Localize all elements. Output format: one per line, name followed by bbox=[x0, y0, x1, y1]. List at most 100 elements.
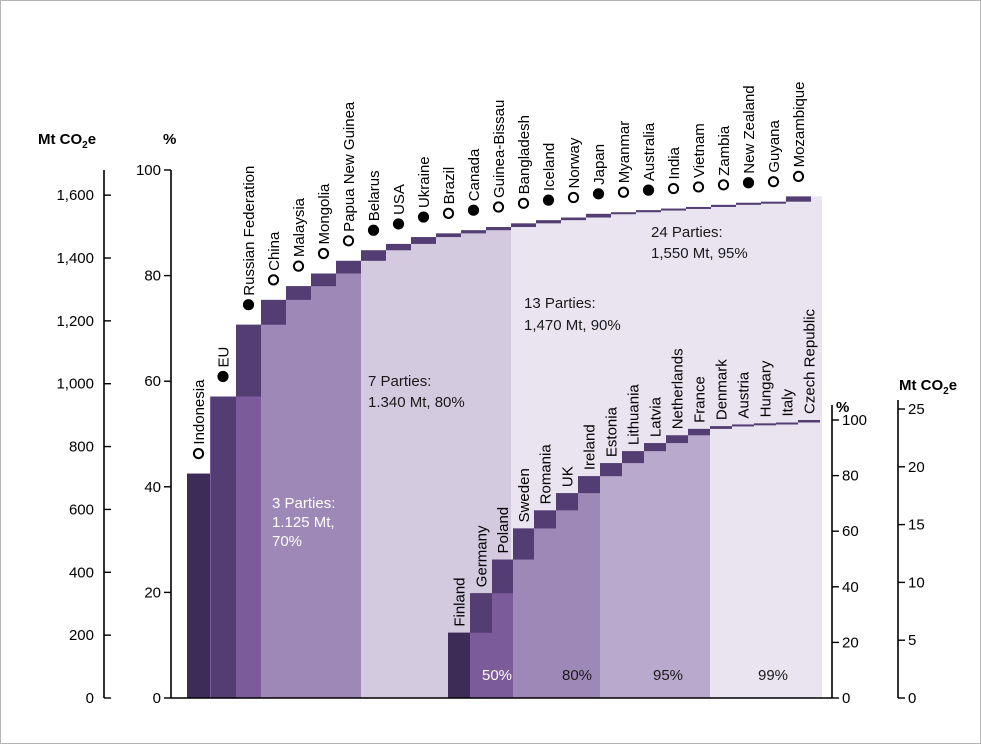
group-label-80-percent: 80% bbox=[562, 667, 592, 684]
left-percent-tick-label: 60 bbox=[144, 373, 161, 390]
label-russian-federation: Russian Federation bbox=[241, 166, 258, 296]
label-brazil: Brazil bbox=[441, 167, 458, 205]
marker-zambia bbox=[717, 179, 730, 191]
marker-india bbox=[667, 182, 680, 195]
marker-australia bbox=[642, 184, 655, 196]
right-mt-tick-label: 20 bbox=[908, 459, 925, 476]
marker-russian-federation bbox=[242, 299, 255, 311]
marker-papua-new-guinea bbox=[342, 235, 355, 247]
bar-brazil bbox=[436, 233, 461, 238]
label-denmark: Denmark bbox=[714, 359, 731, 420]
label-china: China bbox=[266, 231, 283, 271]
bar-papua-new-guinea bbox=[336, 260, 361, 274]
bar-ukraine bbox=[411, 237, 436, 244]
bar-hungary bbox=[754, 423, 776, 426]
bar-netherlands bbox=[666, 435, 688, 444]
left-percent-tick-label: 0 bbox=[153, 690, 161, 707]
right-mt-axis-title: Mt CO2e bbox=[899, 377, 957, 397]
bar-vietnam bbox=[686, 206, 711, 209]
bar-iceland bbox=[536, 220, 561, 224]
right-mt-tick-label: 15 bbox=[908, 517, 925, 534]
bar-estonia bbox=[600, 463, 622, 477]
marker-eu bbox=[217, 370, 229, 383]
right-percent-tick-label: 80 bbox=[842, 468, 859, 485]
right-percent-tick-label: 40 bbox=[842, 579, 859, 596]
label-latvia: Latvia bbox=[648, 396, 665, 437]
label-czech-republic: Czech Republic bbox=[802, 308, 819, 414]
label-new-zealand: New Zealand bbox=[741, 85, 758, 173]
label-hungary: Hungary bbox=[758, 360, 775, 417]
label-bangladesh: Bangladesh bbox=[516, 115, 533, 194]
label-australia: Australia bbox=[641, 122, 658, 181]
bar-eu bbox=[211, 396, 236, 698]
left-mt-tick-label: 200 bbox=[69, 627, 94, 644]
bar-bangladesh bbox=[511, 223, 536, 228]
label-guinea-bissau: Guinea-Bissau bbox=[491, 100, 508, 198]
label-canada: Canada bbox=[466, 148, 483, 201]
left-mt-tick-label: 1,600 bbox=[56, 187, 94, 204]
bar-uk bbox=[556, 493, 578, 511]
bar-italy bbox=[776, 422, 798, 425]
label-netherlands: Netherlands bbox=[670, 348, 687, 429]
group-label-50-percent: 50% bbox=[482, 667, 512, 684]
bar-france bbox=[688, 428, 710, 436]
marker-canada bbox=[467, 204, 480, 216]
bar-austria bbox=[732, 424, 754, 427]
bar-poland bbox=[492, 559, 513, 594]
marker-japan bbox=[592, 188, 605, 200]
label-lithuania: Lithuania bbox=[626, 384, 643, 446]
axes: 02004006008001,0001,2001,4001,6000204060… bbox=[56, 162, 924, 707]
bar-india bbox=[661, 208, 686, 211]
label-germany: Germany bbox=[474, 525, 491, 587]
label-eu: EU bbox=[216, 347, 233, 368]
right-mt-tick-label: 25 bbox=[908, 401, 925, 418]
marker-china bbox=[267, 274, 280, 286]
label-usa: USA bbox=[391, 184, 408, 215]
label-papua-new-guinea: Papua New Guinea bbox=[341, 101, 358, 232]
marker-guinea-bissau bbox=[492, 201, 505, 213]
marker-ukraine bbox=[417, 211, 430, 223]
bar-usa bbox=[386, 243, 411, 251]
group-label-3-parties: 3 Parties: 1.125 Mt, 70% bbox=[272, 495, 340, 550]
label-malaysia: Malaysia bbox=[291, 197, 308, 257]
marker-new-zealand bbox=[742, 177, 755, 189]
bar-japan bbox=[586, 213, 611, 218]
bar-denmark bbox=[710, 426, 732, 429]
label-norway: Norway bbox=[566, 137, 583, 188]
label-india: India bbox=[666, 146, 683, 179]
bar-sweden bbox=[513, 528, 534, 560]
left-mt-tick-label: 0 bbox=[86, 690, 94, 707]
label-japan: Japan bbox=[591, 144, 608, 185]
bar-canada bbox=[461, 230, 486, 234]
bar-russian-federation bbox=[236, 324, 261, 397]
label-mongolia: Mongolia bbox=[316, 183, 333, 245]
left-mt-tick-label: 400 bbox=[69, 564, 94, 581]
right-mt-tick-label: 5 bbox=[908, 632, 916, 649]
right-percent-tick-label: 60 bbox=[842, 523, 859, 540]
bar-belarus bbox=[361, 250, 386, 261]
group-label-99-percent: 99% bbox=[758, 667, 788, 684]
label-myanmar: Myanmar bbox=[616, 121, 633, 184]
marker-indonesia bbox=[192, 448, 205, 460]
bar-ireland bbox=[578, 476, 600, 494]
marker-myanmar bbox=[617, 186, 630, 198]
label-vietnam: Vietnam bbox=[691, 123, 708, 178]
bar-norway bbox=[561, 217, 586, 221]
label-france: France bbox=[692, 376, 709, 423]
group-regions bbox=[187, 196, 822, 699]
label-estonia: Estonia bbox=[604, 406, 621, 457]
right-mt-tick-label: 10 bbox=[908, 574, 925, 591]
marker-vietnam bbox=[692, 181, 705, 193]
label-mozambique: Mozambique bbox=[791, 82, 808, 168]
marker-usa bbox=[392, 218, 405, 230]
marker-mozambique bbox=[792, 170, 805, 182]
marker-norway bbox=[567, 191, 580, 204]
left-mt-tick-label: 600 bbox=[69, 501, 94, 518]
marker-iceland bbox=[542, 194, 555, 206]
right-mt-tick-label: 0 bbox=[908, 690, 916, 707]
label-poland: Poland bbox=[495, 507, 512, 554]
bar-romania bbox=[534, 510, 556, 529]
bar-mongolia bbox=[311, 273, 336, 287]
country-markers bbox=[192, 170, 805, 460]
